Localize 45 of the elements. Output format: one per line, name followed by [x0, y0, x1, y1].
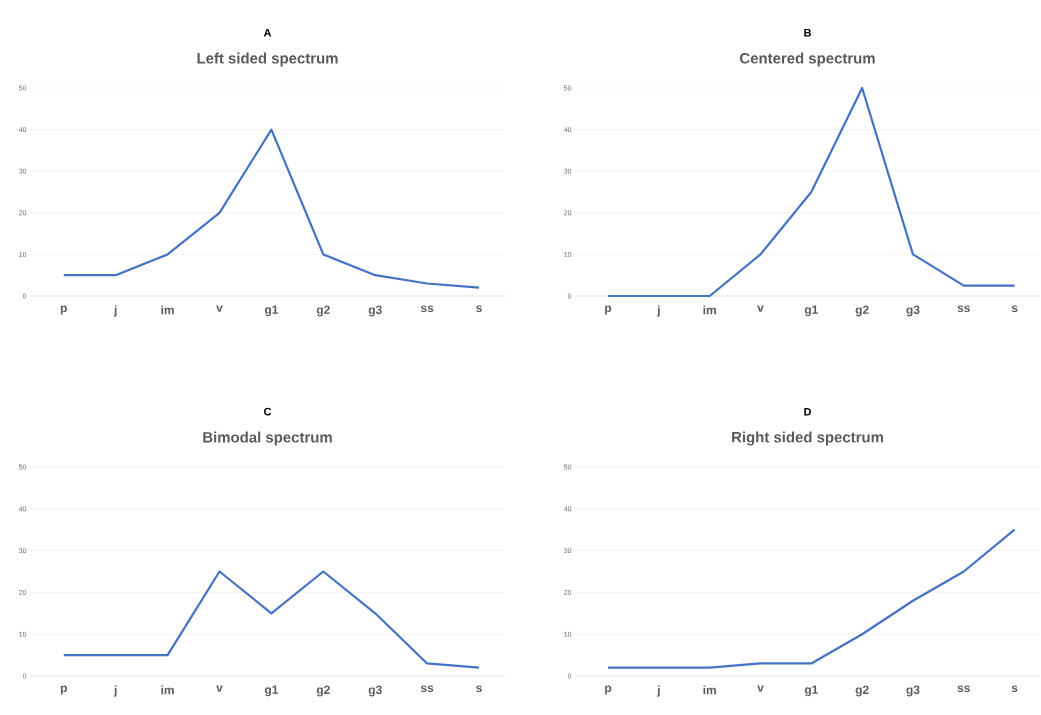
x-tick-label: g3	[906, 305, 920, 317]
x-tick-label: v	[757, 685, 764, 692]
chart-title: Centered spectrum	[740, 52, 875, 67]
text: C	[264, 407, 272, 416]
x-tick-label: g1	[264, 685, 279, 697]
x-tick-label: j	[113, 685, 117, 697]
text: B	[804, 28, 811, 37]
x-tick-label: p	[60, 305, 67, 315]
x-tick-label: im	[703, 305, 716, 315]
x-tick-label: p	[605, 685, 612, 695]
chart-title: Bimodal spectrum	[203, 431, 332, 446]
text: D	[804, 407, 812, 416]
x-tick-label: im	[161, 685, 174, 695]
x-tick-label: g1	[804, 685, 818, 697]
x-tick-label: j	[113, 305, 117, 317]
x-tick-label: p	[605, 305, 612, 315]
x-tick-label: s	[476, 685, 482, 693]
x-tick-label: g1	[804, 305, 818, 317]
x-tick-label: g3	[368, 305, 382, 317]
x-tick-label: g2	[855, 685, 869, 697]
x-tick-label: g3	[368, 685, 382, 697]
x-tick-label: g2	[316, 685, 330, 697]
chart-title: Left sided spectrum	[197, 52, 338, 67]
x-tick-label: ss	[420, 305, 434, 313]
x-tick-label: v	[216, 685, 223, 692]
x-tick-label: j	[657, 305, 660, 317]
x-tick-label: g3	[906, 685, 920, 697]
x-tick-label: s	[476, 305, 482, 313]
chart-title: Right sided spectrum	[732, 431, 883, 446]
x-tick-label: g2	[855, 305, 869, 317]
text: A	[263, 28, 272, 37]
x-tick-label: ss	[420, 685, 434, 693]
x-tick-label: im	[161, 305, 174, 315]
x-tick-label: ss	[957, 305, 970, 313]
x-tick-label: j	[657, 685, 660, 697]
x-tick-label: v	[216, 305, 223, 312]
x-tick-label: s	[1011, 305, 1018, 313]
x-tick-label: ss	[957, 685, 970, 693]
x-tick-label: g2	[316, 305, 330, 317]
x-tick-label: s	[1011, 685, 1018, 693]
x-tick-label: v	[757, 305, 764, 312]
x-tick-label: g1	[264, 305, 279, 317]
line-series	[62, 128, 481, 289]
x-tick-label: p	[60, 685, 67, 695]
x-tick-label: im	[703, 685, 716, 695]
